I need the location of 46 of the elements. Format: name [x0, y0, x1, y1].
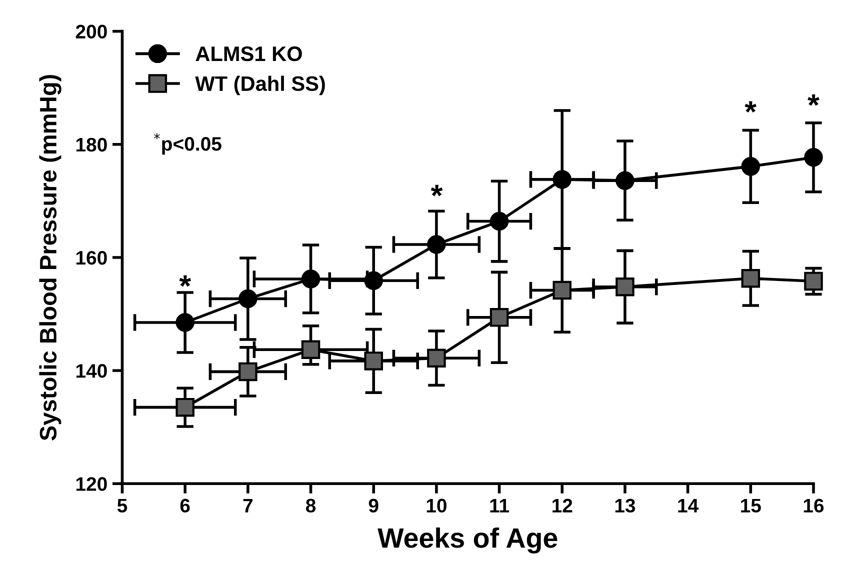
point	[176, 398, 194, 417]
annotation: *	[744, 101, 757, 113]
y-tick-label: 200	[76, 24, 107, 39]
point	[301, 340, 320, 360]
point	[427, 348, 446, 368]
annotation: *	[430, 184, 443, 196]
x-tick-label: 13	[615, 498, 636, 513]
legend-label: WT (Dahl SS)	[195, 76, 325, 96]
point	[238, 362, 258, 382]
x-tick-label: 14	[678, 498, 699, 512]
point	[364, 352, 383, 370]
point	[238, 289, 258, 308]
annotation: *	[179, 275, 192, 287]
x-tick-label: 8	[306, 498, 316, 513]
point	[427, 235, 446, 254]
y-tick-label: 120	[76, 477, 107, 491]
point	[490, 212, 509, 231]
annotation: $^{*}$p<0.05	[154, 133, 222, 155]
point	[804, 148, 823, 167]
x-tick-label: 11	[490, 498, 510, 512]
point	[552, 280, 572, 300]
annotation: *	[808, 94, 820, 106]
x-tick-label: 16	[804, 498, 824, 513]
x-tick-label: 15	[741, 498, 761, 513]
point	[301, 270, 320, 288]
point	[364, 271, 383, 290]
x-tick-label: 6	[180, 498, 190, 513]
x-tick-label: 12	[552, 498, 572, 512]
x-axis-title: Weeks of Age	[378, 527, 558, 554]
x-tick-label: 5	[117, 498, 128, 513]
legend-label: ALMS1 KO	[196, 46, 302, 62]
point	[490, 308, 509, 327]
y-axis-title: Systolic Blood Pressure (mmHg)	[39, 74, 62, 440]
point	[741, 157, 760, 176]
point	[616, 277, 634, 296]
x-tick-label: 9	[368, 498, 378, 513]
y-tick-label: 160	[76, 250, 107, 265]
point	[804, 272, 823, 291]
point	[552, 170, 572, 189]
point	[616, 171, 634, 190]
y-tick-label: 140	[76, 364, 107, 378]
point	[176, 313, 194, 332]
x-tick-label: 7	[243, 498, 252, 512]
point	[741, 269, 760, 288]
y-tick-label: 180	[76, 138, 107, 152]
x-tick-label: 10	[426, 498, 446, 513]
